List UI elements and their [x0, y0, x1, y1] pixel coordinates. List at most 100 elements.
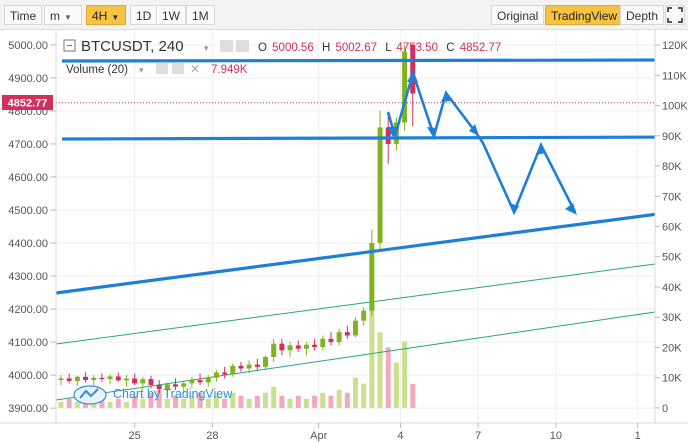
time-tick-label: 10	[550, 430, 562, 442]
gear-icon[interactable]	[236, 40, 249, 52]
candle-body[interactable]	[287, 345, 293, 351]
projection-path[interactable]	[386, 68, 577, 216]
candle-body[interactable]	[361, 310, 367, 321]
eye-icon[interactable]	[156, 63, 168, 74]
channel-lower-line[interactable]	[55, 311, 656, 401]
candle-body[interactable]	[246, 364, 252, 369]
volume-tick-label: 90K	[662, 131, 682, 143]
candle-body[interactable]	[263, 356, 269, 367]
time-button[interactable]: Time	[4, 5, 43, 25]
candle-body[interactable]	[213, 372, 219, 378]
candle-body[interactable]	[148, 379, 154, 386]
candle-body[interactable]	[279, 343, 285, 351]
gear-icon[interactable]	[172, 63, 184, 74]
volume-bar	[295, 395, 301, 408]
volume-bar	[336, 389, 342, 408]
volume-bar	[361, 383, 367, 408]
interval-1d-button[interactable]: 1D	[130, 5, 158, 25]
interval-1m-button[interactable]: 1M	[186, 5, 215, 25]
tradingview-watermark[interactable]: Chart by TradingView	[73, 385, 233, 405]
candle-body[interactable]	[402, 51, 408, 123]
volume-bar	[123, 401, 129, 408]
candle-body[interactable]	[312, 344, 318, 348]
candle-body[interactable]	[369, 243, 375, 311]
minute-interval-label: m	[50, 9, 60, 23]
chevron-down-icon: ▼	[64, 13, 72, 22]
price-tick-label: 4400.00	[8, 238, 48, 250]
volume-bar	[148, 392, 154, 408]
candle-body[interactable]	[197, 380, 203, 383]
trend-line[interactable]	[55, 208, 688, 295]
candle-body[interactable]	[353, 320, 358, 336]
volume-bar	[222, 398, 228, 408]
candle-body[interactable]	[132, 378, 138, 384]
arrow-head-icon	[407, 71, 418, 82]
candle-body[interactable]	[295, 345, 301, 349]
candle-body[interactable]	[336, 332, 342, 343]
volume-bar	[254, 395, 260, 408]
volume-bar	[74, 401, 80, 408]
volume-indicator-label[interactable]: Volume (20)	[66, 64, 128, 76]
symbol-label[interactable]: BTCUSDT, 240	[81, 38, 184, 55]
original-view-button[interactable]: Original	[491, 5, 545, 25]
interval-1w-button[interactable]: 1W	[156, 5, 186, 25]
volume-tick-label: 60K	[662, 222, 682, 234]
candle-body[interactable]	[238, 365, 244, 369]
fullscreen-button[interactable]	[665, 5, 685, 25]
high-value: 5002.67	[335, 42, 377, 54]
eye-icon[interactable]	[220, 40, 233, 52]
resistance-line[interactable]	[61, 58, 688, 63]
support-line[interactable]	[61, 135, 688, 141]
candle-body[interactable]	[164, 384, 170, 389]
candle-body[interactable]	[222, 372, 228, 375]
trend-channel	[55, 263, 656, 401]
candle-body[interactable]	[410, 44, 416, 94]
candle-body[interactable]	[181, 383, 187, 387]
candle-body[interactable]	[58, 378, 64, 381]
volume-tick-label: 80K	[662, 161, 682, 173]
interval-4h-dropdown[interactable]: 4H ▼	[86, 5, 126, 25]
candle-body[interactable]	[320, 338, 326, 348]
candle-body[interactable]	[377, 127, 383, 244]
arrow-head-icon	[387, 127, 397, 137]
current-price-tag-background	[2, 95, 53, 110]
candle-body[interactable]	[271, 343, 277, 357]
volume-bar	[393, 362, 399, 408]
time-axis-ticks: 25 28 Apr 4 7 10 1	[129, 423, 641, 442]
candle-body[interactable]	[303, 344, 309, 349]
candle-body[interactable]	[99, 377, 105, 380]
price-chart[interactable]: 3900.00 4000.00 4100.00 4200.00 4300.00 4400.…	[0, 30, 688, 443]
candle-body[interactable]	[189, 380, 195, 384]
candle-body[interactable]	[385, 127, 391, 144]
ohlc-readout: O 5000.56 H 5002.67 L 4753.50 C 4852.77	[258, 42, 501, 54]
legend-collapse-button[interactable]	[63, 39, 76, 52]
candle-body[interactable]	[107, 376, 113, 380]
candle-body[interactable]	[91, 377, 97, 381]
tradingview-view-button[interactable]: TradingView	[545, 5, 624, 25]
candle-body[interactable]	[115, 376, 121, 381]
candle-body[interactable]	[74, 376, 80, 382]
price-axis-ticks: 3900.00 4000.00 4100.00 4200.00 4300.00 4400.…	[8, 40, 56, 415]
candle-body[interactable]	[230, 365, 236, 375]
candle-body[interactable]	[344, 332, 350, 336]
candle-body[interactable]	[328, 338, 334, 343]
candle-body[interactable]	[156, 385, 162, 389]
candle-body[interactable]	[123, 378, 129, 381]
high-label: H	[322, 42, 330, 54]
channel-upper-line[interactable]	[55, 263, 656, 345]
chevron-down-icon[interactable]: ▾	[139, 65, 144, 75]
arrow-head-icon	[427, 127, 437, 137]
time-tick-label: 1	[635, 430, 641, 442]
candle-body[interactable]	[205, 377, 211, 383]
minute-interval-dropdown[interactable]: m ▼	[44, 5, 82, 25]
tradingview-logo-icon	[73, 385, 107, 405]
chevron-down-icon[interactable]: ▾	[204, 43, 209, 53]
candle-body[interactable]	[83, 376, 89, 381]
candle-body[interactable]	[66, 378, 72, 382]
candle-body[interactable]	[140, 379, 146, 384]
candle-body[interactable]	[173, 384, 179, 387]
time-axis-panel: 25 28 Apr 4 7 10 1	[0, 422, 688, 443]
close-icon[interactable]: ✕	[190, 62, 200, 76]
candle-body[interactable]	[254, 364, 260, 367]
depth-view-button[interactable]: Depth	[620, 5, 665, 25]
